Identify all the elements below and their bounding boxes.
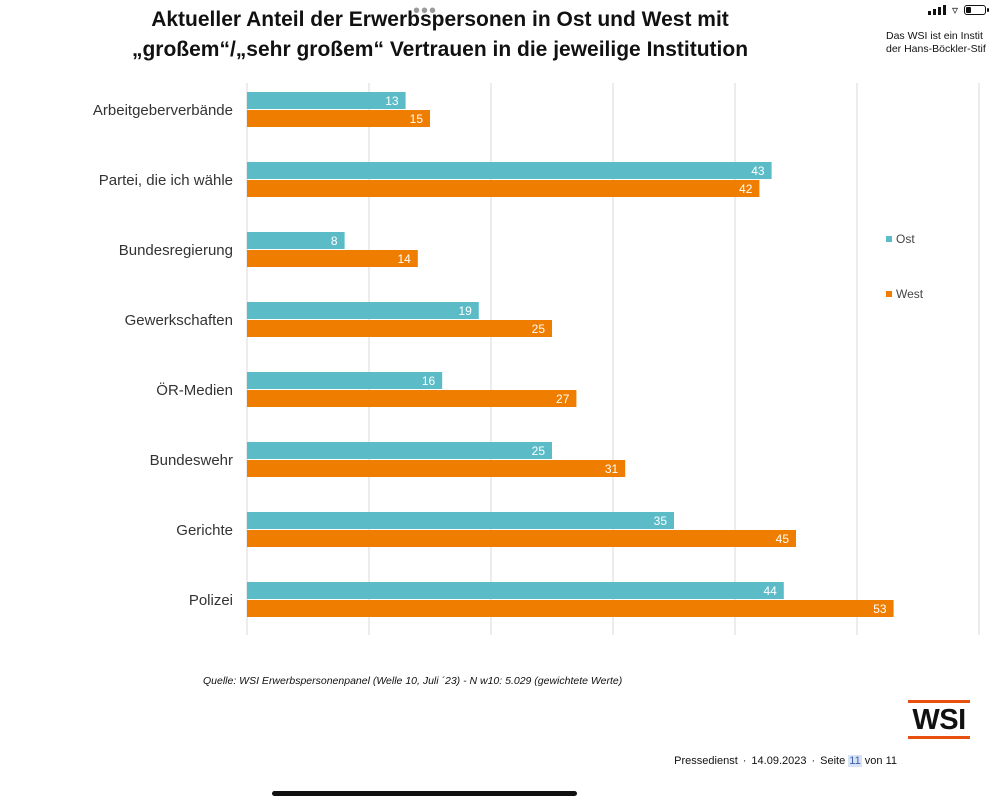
bar-ost (247, 372, 443, 389)
data-label: 25 (532, 444, 546, 458)
category-label: Bundesregierung (119, 242, 233, 259)
data-label: 44 (763, 584, 777, 598)
legend-label: West (896, 287, 924, 301)
signal-icon (927, 5, 946, 15)
data-label: 42 (739, 182, 753, 196)
footer-page-label: Seite (820, 755, 846, 767)
category-label: Bundeswehr (150, 452, 233, 469)
bar-ost (247, 232, 345, 249)
data-label: 14 (397, 252, 411, 266)
bar-ost (247, 302, 479, 319)
bar-chart: Arbeitgeberverbände 13 15 Partei, die ich w… (93, 83, 980, 635)
bar-ost (247, 92, 406, 109)
institute-note: Das WSI ist ein Instit der Hans-Böckler-… (886, 30, 986, 56)
legend-swatch-west (886, 291, 892, 297)
footer-label: Pressedienst (674, 755, 738, 767)
bar-west (247, 460, 626, 477)
data-label: 13 (385, 94, 399, 108)
bar-ost (247, 512, 674, 529)
wifi-icon: ▿ (951, 3, 958, 17)
chart-title-line1: Aktueller Anteil der Erwerbspersonen in … (151, 10, 729, 31)
data-label: 25 (532, 322, 546, 336)
bar-west (247, 110, 430, 127)
footer: Pressedienst · 14.09.2023 · Seite 11 von 11 (674, 755, 897, 767)
institute-note-line2: der Hans-Böckler-Stif (886, 43, 986, 55)
source-note: Quelle: WSI Erwerbspersonenpanel (Welle … (203, 675, 623, 687)
legend-swatch-ost (886, 236, 892, 242)
bar-ost (247, 162, 772, 179)
category-label: Polizei (189, 592, 233, 609)
bar-west (247, 320, 552, 337)
footer-date: 14.09.2023 (751, 755, 807, 767)
bar-west (247, 600, 894, 617)
more-options-icon[interactable]: ••• (413, 0, 438, 22)
home-indicator[interactable] (272, 791, 577, 796)
footer-page-total: von 11 (864, 755, 897, 767)
wsi-logo: WSI (908, 700, 970, 742)
bar-west (247, 250, 418, 267)
data-label: 16 (422, 374, 436, 388)
category-label: Gewerkschaften (125, 312, 233, 329)
category-label: ÖR-Medien (156, 381, 233, 399)
legend-label: Ost (896, 232, 915, 246)
data-label: 15 (410, 112, 424, 126)
battery-icon (964, 5, 989, 15)
category-label: Arbeitgeberverbände (93, 102, 233, 119)
wsi-logo-text: WSI (912, 704, 966, 736)
bar-west (247, 390, 577, 407)
data-label: 45 (776, 532, 790, 546)
category-label: Partei, die ich wähle (99, 172, 233, 189)
data-label: 53 (873, 602, 887, 616)
data-label: 43 (751, 164, 765, 178)
category-label: Gerichte (176, 522, 233, 539)
footer-page-number[interactable]: 11 (848, 755, 862, 767)
bar-west (247, 180, 760, 197)
chart-title-line2: „großem“/„sehr großem“ Vertrauen in die … (131, 38, 749, 61)
data-label: 27 (556, 392, 570, 406)
bar-west (247, 530, 796, 547)
data-label: 8 (331, 234, 338, 248)
bar-ost (247, 582, 784, 599)
status-bar: ▿ (927, 3, 989, 17)
data-label: 35 (654, 514, 668, 528)
data-label: 19 (458, 304, 472, 318)
data-label: 31 (605, 462, 619, 476)
institute-note-line1: Das WSI ist ein Instit (886, 30, 983, 42)
bar-ost (247, 442, 552, 459)
